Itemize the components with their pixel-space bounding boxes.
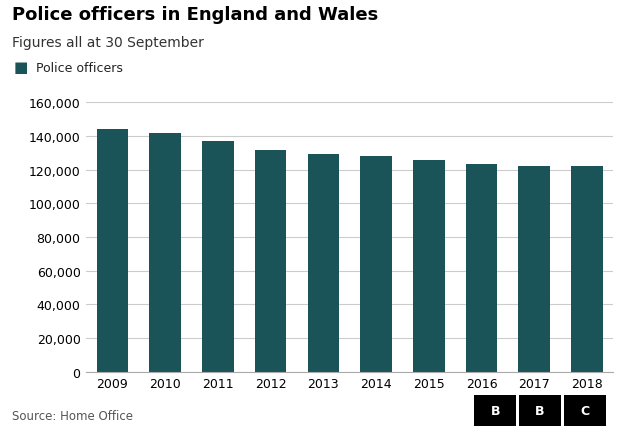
Text: C: C [580,404,590,417]
Bar [308,154,339,372]
Bar [519,166,550,372]
Text: Source: Home Office: Source: Home Office [12,409,134,422]
Bar [360,157,392,372]
Bar [413,160,445,372]
Bar [466,165,497,372]
Text: Police officers in England and Wales: Police officers in England and Wales [12,6,379,25]
Text: ■: ■ [14,60,28,75]
Bar [255,151,286,372]
Text: Police officers: Police officers [36,62,123,75]
Text: B: B [535,404,545,417]
Bar [97,129,129,372]
Bar [571,166,603,372]
Bar [149,134,181,372]
Text: Figures all at 30 September: Figures all at 30 September [12,36,204,50]
Bar [202,142,234,372]
Text: B: B [490,404,500,417]
